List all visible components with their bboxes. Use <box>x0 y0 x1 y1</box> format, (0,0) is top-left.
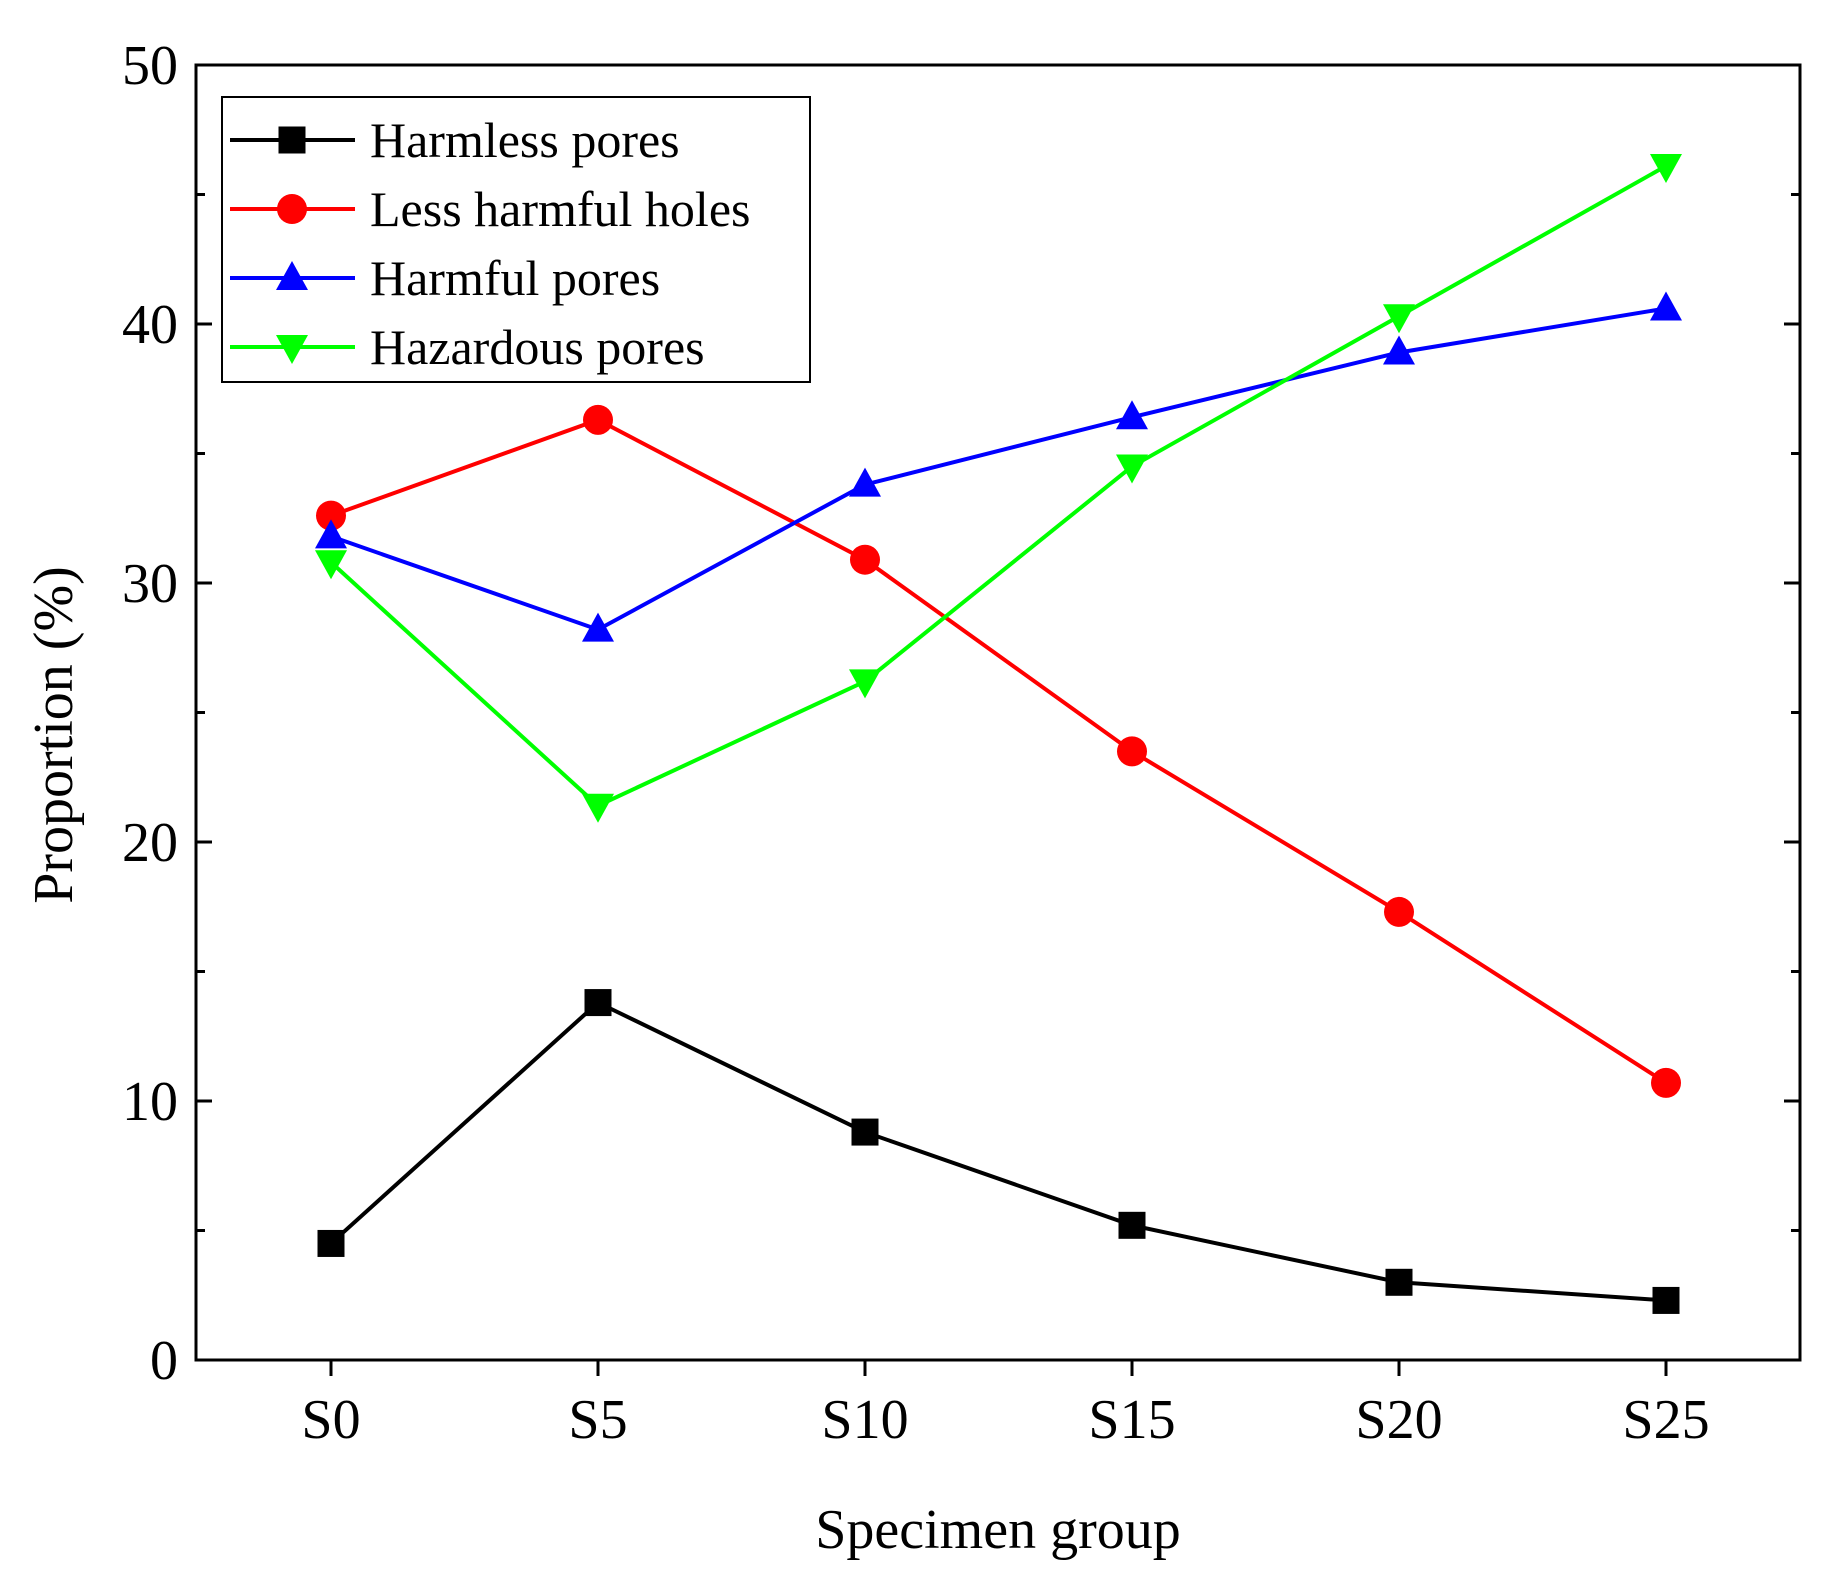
point-harmful-pores-s25 <box>1650 291 1682 321</box>
point-harmful-pores-s5 <box>582 612 614 642</box>
series-line-harmless-pores <box>329 1000 1667 1303</box>
y-tick-label-0: 0 <box>150 1330 178 1392</box>
y-tick-label-40: 40 <box>122 294 178 356</box>
point-less-harmful-holes-s10 <box>850 544 880 575</box>
point-harmful-pores-s0 <box>315 519 347 549</box>
series-harmful-pores <box>315 291 1682 642</box>
legend-marker-hazardous-pores <box>276 335 308 364</box>
series-less-harmful-holes <box>316 404 1681 1098</box>
legend-label-harmful-pores: Harmful pores <box>370 250 660 306</box>
series-line-hazardous-pores <box>329 164 1667 809</box>
legend-marker-harmful-pores <box>276 261 308 290</box>
legend-marker-less-harmful-holes <box>277 194 307 224</box>
y-tick-label-30: 30 <box>122 553 178 615</box>
point-harmful-pores-s20 <box>1383 335 1415 365</box>
point-less-harmful-holes-s0 <box>316 500 346 531</box>
point-less-harmful-holes-s20 <box>1384 896 1414 927</box>
x-tick-label-s0: S0 <box>301 1389 360 1451</box>
point-harmless-pores-s5 <box>584 989 612 1017</box>
point-less-harmful-holes-s15 <box>1117 736 1147 767</box>
point-harmful-pores-s10 <box>849 467 881 497</box>
series-line-less-harmful-holes <box>330 417 1668 1085</box>
y-tick-label-10: 10 <box>122 1071 178 1133</box>
point-hazardous-pores-s10 <box>849 669 881 699</box>
point-hazardous-pores-s15 <box>1116 454 1148 484</box>
x-tick-label-s20: S20 <box>1355 1389 1442 1451</box>
y-tick-label-50: 50 <box>122 35 178 97</box>
point-hazardous-pores-s20 <box>1383 304 1415 334</box>
legend-label-hazardous-pores: Hazardous pores <box>370 319 705 375</box>
point-hazardous-pores-s25 <box>1650 154 1682 184</box>
y-axis-title: Proportion (%) <box>23 566 85 904</box>
legend-box <box>221 96 811 383</box>
x-tick-label-s15: S15 <box>1088 1389 1175 1451</box>
legend-label-less-harmful-holes: Less harmful holes <box>370 181 750 237</box>
point-harmful-pores-s15 <box>1116 400 1148 430</box>
point-harmless-pores-s15 <box>1118 1211 1146 1239</box>
point-harmless-pores-s0 <box>317 1229 345 1257</box>
x-tick-label-s25: S25 <box>1622 1389 1709 1451</box>
x-axis-title: Specimen group <box>815 1499 1180 1561</box>
legend-label-harmless-pores: Harmless pores <box>370 112 680 168</box>
x-tick-label-s10: S10 <box>821 1389 908 1451</box>
point-hazardous-pores-s5 <box>582 793 614 823</box>
point-hazardous-pores-s0 <box>315 550 347 580</box>
y-tick-label-20: 20 <box>122 812 178 874</box>
point-harmless-pores-s20 <box>1385 1268 1413 1296</box>
point-less-harmful-holes-s25 <box>1651 1067 1681 1098</box>
point-harmless-pores-s10 <box>851 1118 879 1146</box>
point-less-harmful-holes-s5 <box>583 404 613 435</box>
point-harmless-pores-s25 <box>1652 1286 1680 1314</box>
series-harmless-pores <box>317 989 1680 1314</box>
series-hazardous-pores <box>315 154 1682 823</box>
series-line-harmful-pores <box>330 306 1667 632</box>
x-tick-label-s5: S5 <box>568 1389 627 1451</box>
legend-marker-harmless-pores <box>278 126 306 154</box>
